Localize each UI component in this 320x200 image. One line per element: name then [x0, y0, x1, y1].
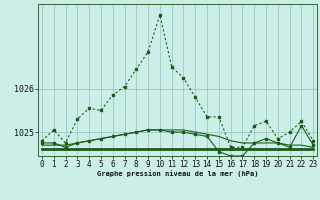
X-axis label: Graphe pression niveau de la mer (hPa): Graphe pression niveau de la mer (hPa)	[97, 171, 258, 177]
